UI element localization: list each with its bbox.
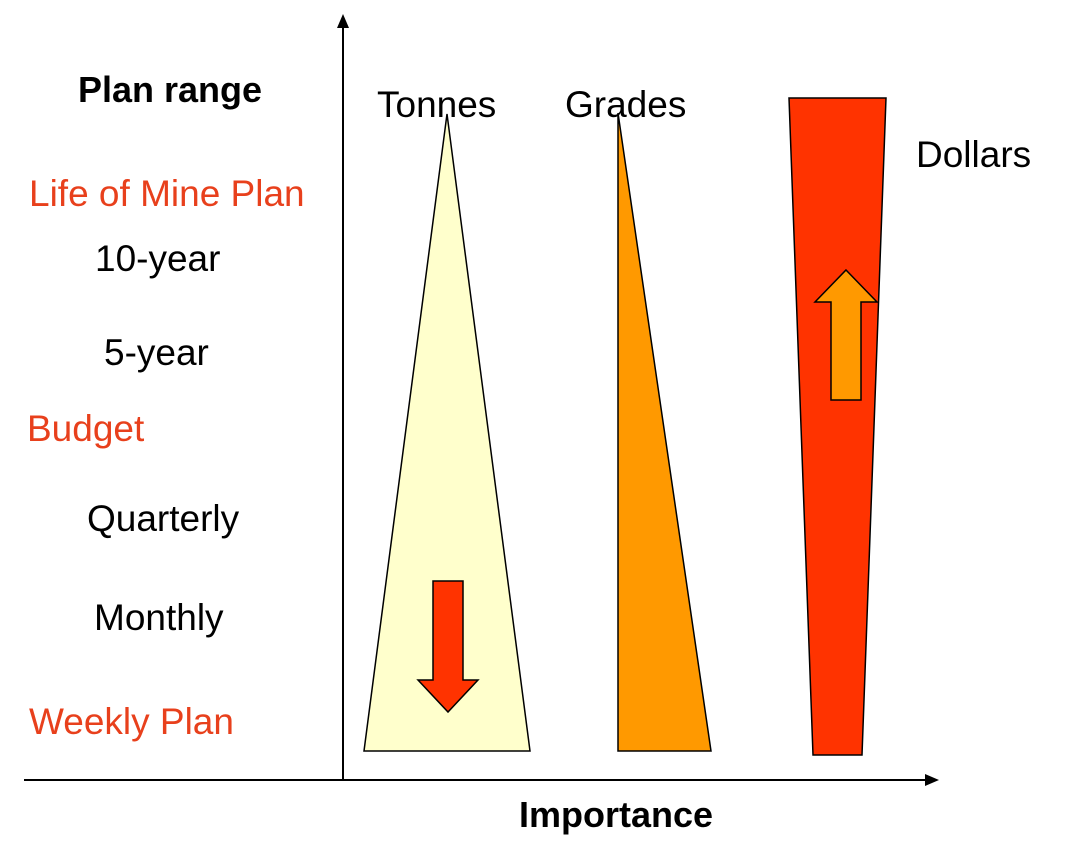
range-weekly-plan: Weekly Plan — [29, 701, 234, 742]
range-5-year: 5-year — [104, 332, 209, 373]
range-life-of-mine: Life of Mine Plan — [29, 173, 305, 214]
range-budget: Budget — [27, 408, 145, 449]
horizontal-axis-arrowhead — [925, 774, 939, 786]
grades-shape — [617, 112, 712, 752]
plan-range-title: Plan range — [78, 69, 263, 110]
column-label-dollars: Dollars — [916, 134, 1032, 175]
up-arrow — [813, 268, 879, 401]
importance-axis-label: Importance — [519, 794, 714, 835]
down-arrow — [416, 580, 480, 714]
range-monthly: Monthly — [94, 597, 224, 638]
dollars-shape — [788, 97, 887, 756]
column-label-tonnes: Tonnes — [377, 84, 497, 125]
range-quarterly: Quarterly — [87, 498, 240, 539]
range-10-year: 10-year — [95, 238, 221, 279]
vertical-axis-arrowhead — [337, 14, 349, 28]
tonnes-shape — [363, 113, 531, 752]
column-label-grades: Grades — [565, 84, 687, 125]
